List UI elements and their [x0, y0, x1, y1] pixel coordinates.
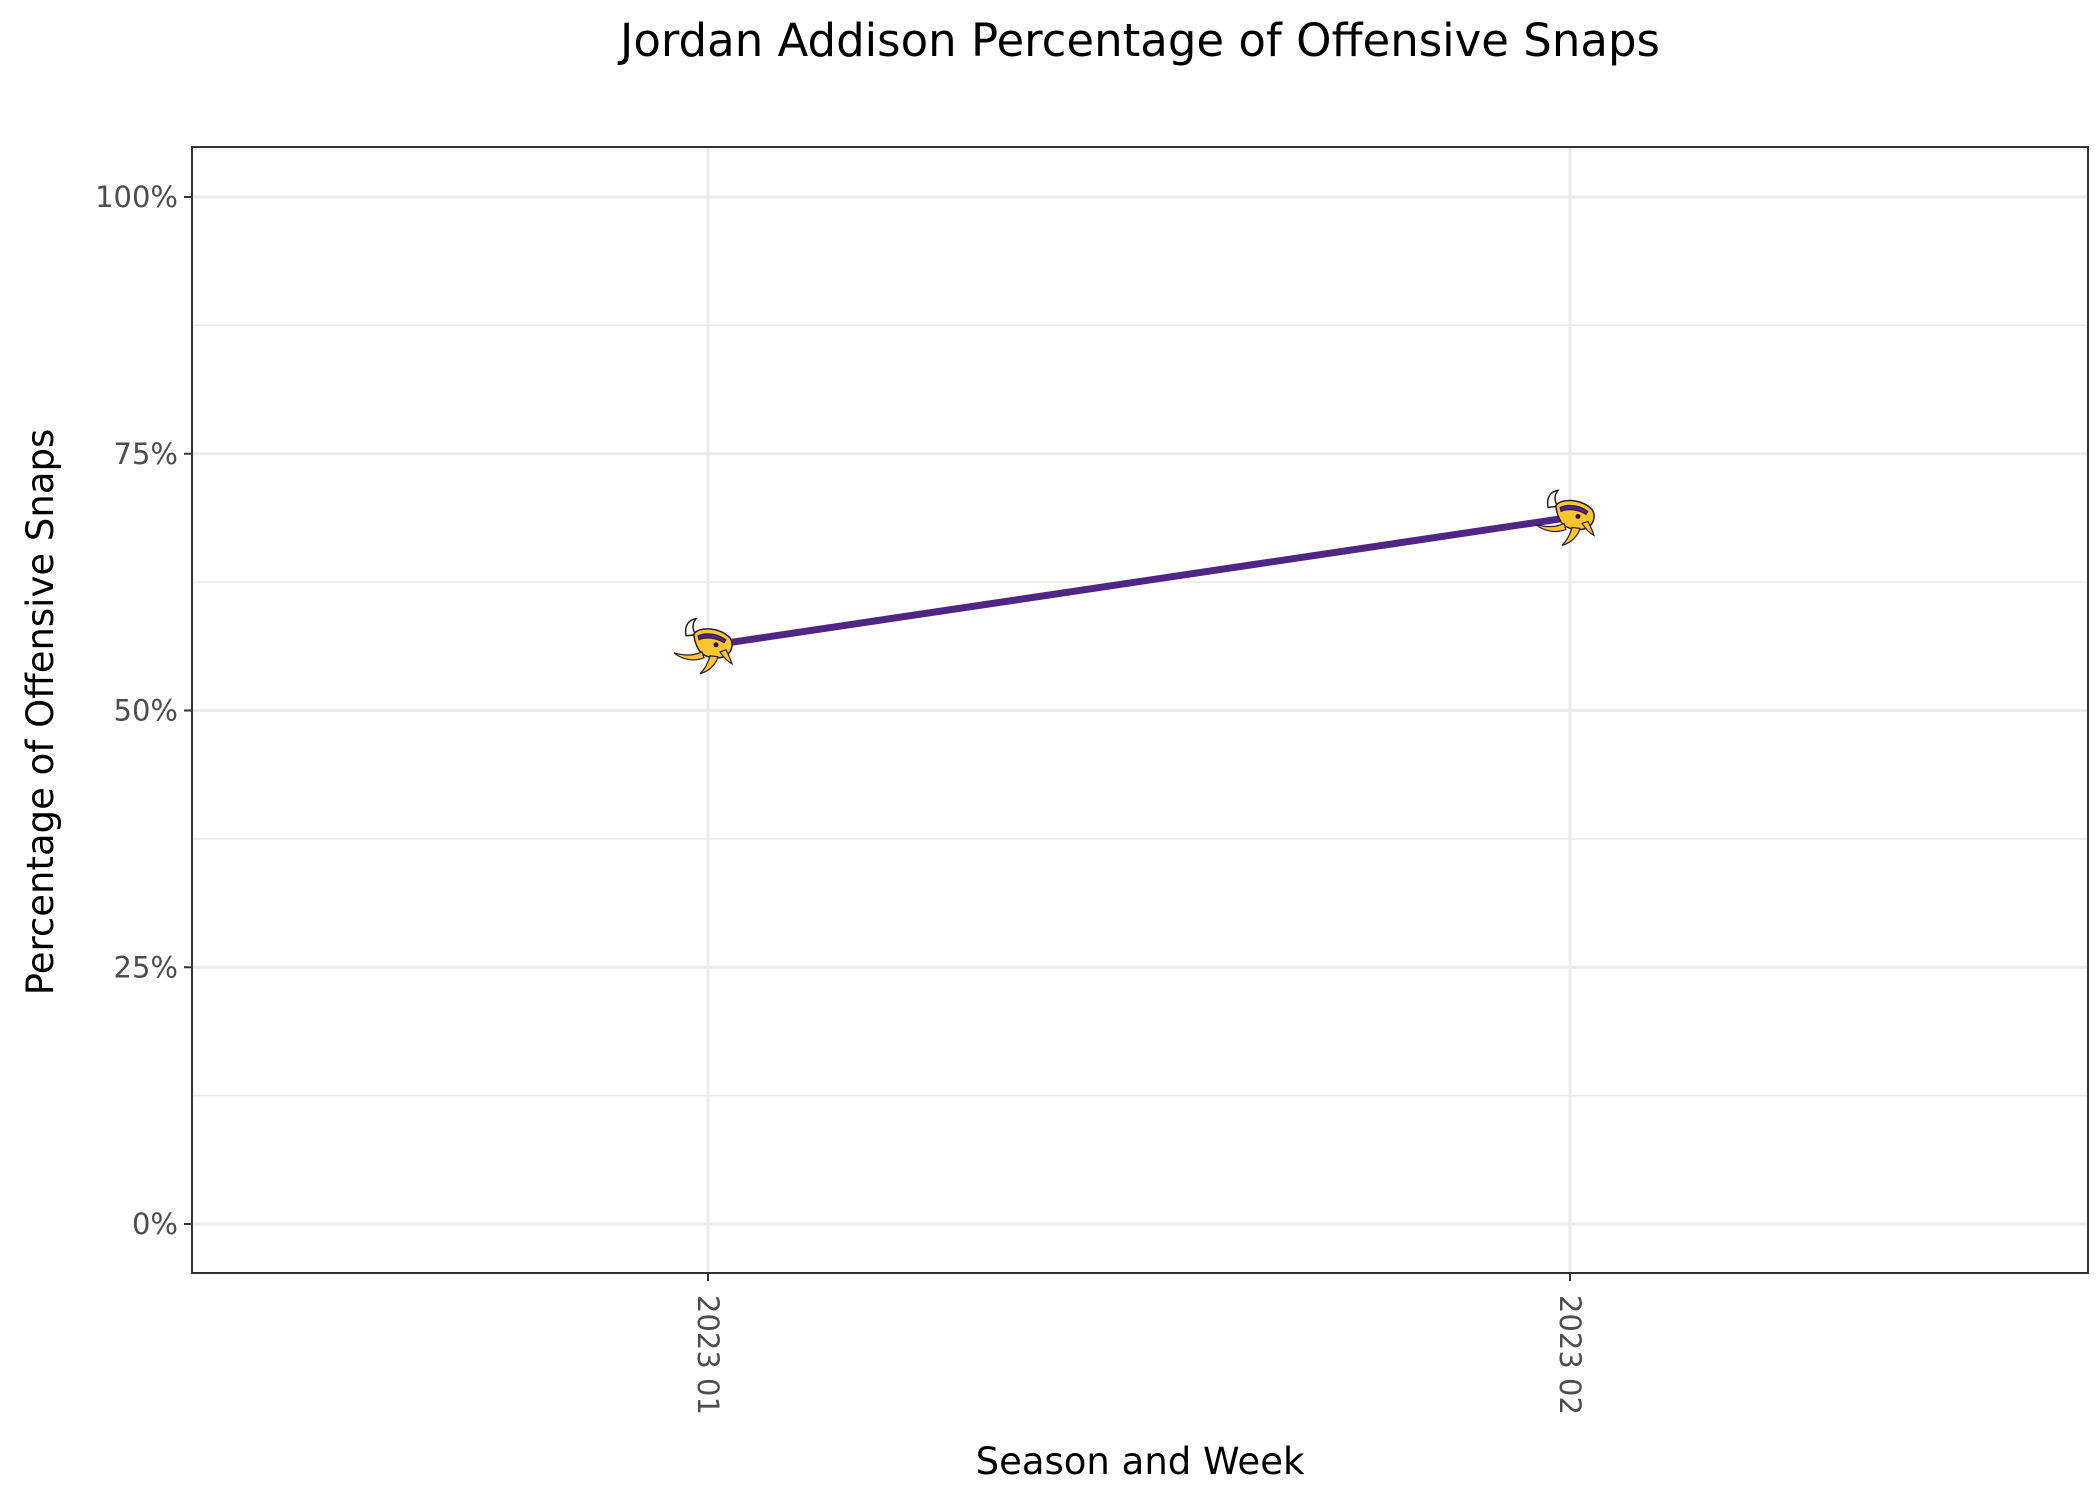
y-tick-label: 50% [114, 694, 178, 728]
series-layer [673, 489, 1596, 675]
helmet-band [1559, 504, 1589, 516]
x-axis-title: Season and Week [976, 1440, 1305, 1483]
helmet-horn [684, 617, 698, 637]
beard-right [1581, 520, 1596, 537]
helmet-horn [1546, 489, 1560, 509]
x-axis: 2023 01 2023 02 [691, 1273, 1587, 1415]
plot-panel-grid [192, 147, 2088, 1273]
helmet-eye [1575, 513, 1581, 519]
x-tick-label: 2023 01 [691, 1295, 725, 1415]
vikings-logo-marker [1535, 489, 1596, 546]
braid-left [673, 650, 705, 661]
y-axis: 0% 25% 50% 75% 100% [95, 180, 192, 1241]
y-tick-label: 75% [114, 437, 178, 471]
series-line [707, 513, 1571, 650]
beard-right [719, 649, 734, 665]
braid-left [1535, 522, 1567, 533]
helmet-band [697, 633, 727, 644]
chart-title: Jordan Addison Percentage of Offensive S… [617, 14, 1660, 67]
y-tick-label: 25% [114, 950, 178, 984]
vikings-logo-marker [673, 617, 734, 675]
braid-bottom [699, 655, 719, 675]
y-tick-label: 0% [132, 1207, 178, 1241]
y-tick-label: 100% [95, 180, 178, 214]
x-tick-label: 2023 02 [1553, 1295, 1587, 1415]
braid-bottom [1561, 526, 1581, 546]
y-axis-title: Percentage of Offensive Snaps [19, 429, 62, 996]
helmet-eye [713, 642, 719, 648]
